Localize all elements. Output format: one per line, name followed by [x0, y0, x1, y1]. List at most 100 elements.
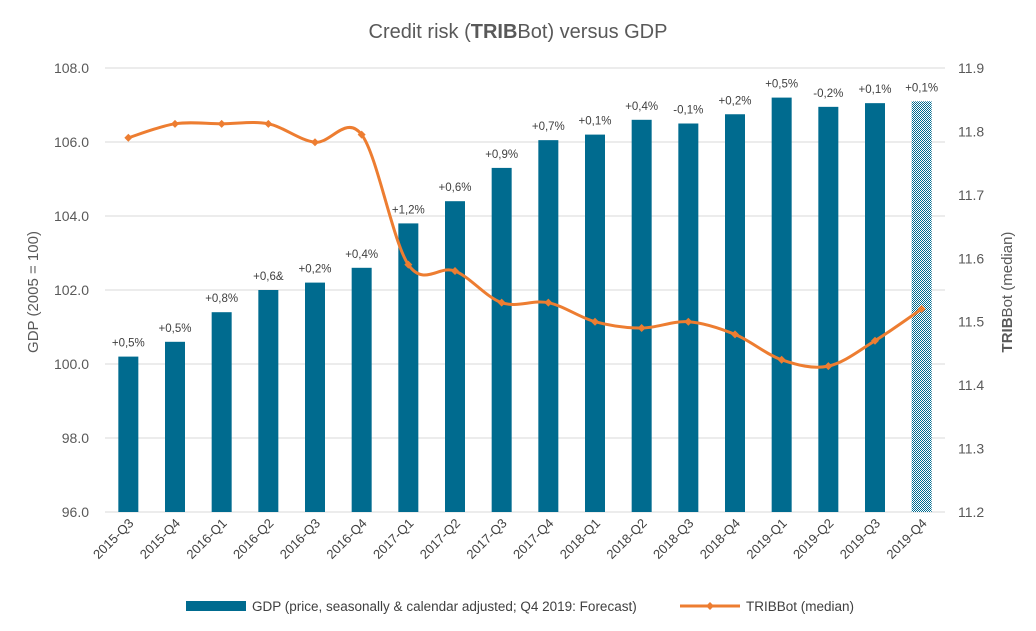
tribbot-point — [777, 355, 786, 364]
x-category-label: 2018-Q2 — [603, 516, 649, 562]
x-category-label: 2019-Q2 — [790, 516, 836, 562]
gdp-bar — [258, 290, 279, 512]
chart-title: Credit risk (TRIBBot) versus GDP — [369, 21, 668, 43]
axes: 96.0 98.0 100.0 102.0 104.0 106.0 108.0 11.2 11.… — [54, 60, 984, 562]
tribbot-point — [357, 130, 366, 139]
gdp-bar — [118, 356, 139, 512]
gdp-change-label: +0,1% — [579, 116, 612, 128]
gdp-change-label: +0,4% — [345, 249, 378, 261]
x-category-label: 2018-Q1 — [557, 516, 603, 562]
y-axis-left-title: GDP (2005 = 100) — [25, 231, 42, 353]
gdp-bar — [865, 103, 885, 513]
gdp-change-label: +0,2% — [299, 264, 332, 276]
gdp-change-label: +0,9% — [485, 149, 518, 161]
gdp-change-label: +0,5% — [159, 323, 192, 335]
x-category-label: 2018-Q4 — [697, 516, 743, 562]
gdp-bar — [818, 106, 839, 512]
data-labels: +0,5% +0,5% +0,8% +0,6& +0,2% +0,4% +1,2% +0,6%… — [112, 79, 938, 350]
gdp-bar — [211, 312, 232, 512]
tribbot-point — [404, 260, 413, 269]
gdp-bar — [305, 282, 325, 512]
tribbot-point — [124, 133, 133, 142]
tribbot-point — [451, 266, 459, 275]
x-category-label: 2017-Q3 — [463, 516, 509, 562]
gdp-bars — [118, 97, 932, 513]
x-category-label: 2017-Q4 — [510, 516, 556, 562]
tribbot-point — [731, 330, 739, 339]
tribbot-point — [871, 336, 879, 345]
gdp-change-label: +0,7% — [532, 121, 565, 133]
gdp-bar — [351, 267, 372, 512]
gdp-change-label: +0,1% — [859, 84, 892, 96]
y-left-tick-label: 108.0 — [54, 60, 89, 76]
gdp-bar — [771, 97, 792, 512]
y-right-tick-label: 11.4 — [958, 377, 984, 393]
tribbot-point — [637, 324, 646, 333]
y-left-tick-label: 104.0 — [54, 208, 89, 224]
y-right-tick-label: 11.7 — [958, 187, 984, 203]
x-category-label: 2017-Q1 — [370, 516, 416, 562]
gdp-change-label: +0,6% — [439, 182, 472, 194]
gdp-change-label: +0,2% — [719, 95, 752, 107]
legend-tribbot-label: TRIBBot (median) — [746, 599, 854, 614]
tribbot-point — [217, 119, 226, 128]
gdp-change-label: +0,5% — [112, 338, 145, 350]
y-right-tick-label: 11.2 — [958, 504, 984, 520]
y-right-tick-label: 11.3 — [958, 441, 984, 457]
y-left-tick-label: 98.0 — [62, 430, 89, 446]
legend: GDP (price, seasonally & calendar adjust… — [186, 599, 854, 614]
tribbot-series-line — [127, 120, 923, 369]
x-category-label: 2019-Q4 — [883, 516, 929, 562]
gdp-change-label: +0,4% — [625, 101, 658, 113]
gdp-change-label: +1,2% — [392, 204, 425, 216]
gdp-change-label: +0,1% — [905, 82, 938, 94]
gdp-change-label: -0,1% — [673, 105, 703, 117]
gdp-change-label: -0,2% — [813, 88, 843, 100]
x-category-label: 2016-Q3 — [277, 516, 323, 562]
tribbot-point — [917, 305, 926, 314]
x-category-label: 2019-Q1 — [743, 516, 789, 562]
tribbot-point — [311, 138, 319, 147]
y-left-tick-label: 102.0 — [54, 282, 89, 298]
x-category-label: 2015-Q4 — [137, 516, 183, 562]
gdp-bar — [491, 167, 512, 512]
y-right-tick-label: 11.6 — [958, 250, 984, 266]
gdp-bar — [725, 114, 745, 512]
y-right-tick-label: 11.5 — [958, 314, 984, 330]
gridlines — [105, 67, 945, 513]
tribbot-point — [591, 317, 599, 326]
legend-tribbot-marker — [706, 602, 714, 610]
gdp-bar — [538, 140, 559, 512]
tribbot-point — [824, 362, 833, 371]
legend-gdp-label: GDP (price, seasonally & calendar adjust… — [252, 599, 637, 614]
x-category-label: 2017-Q2 — [417, 516, 463, 562]
tribbot-point — [264, 119, 273, 128]
x-category-label: 2019-Q3 — [837, 516, 883, 562]
tribbot-point — [171, 119, 179, 128]
tribbot-point — [684, 317, 693, 326]
gdp-change-label: +0,5% — [765, 79, 798, 91]
gdp-change-label: +0,6& — [253, 271, 284, 283]
y-axis-right-title: TRIBBot (median) — [999, 232, 1016, 353]
x-category-label: 2016-Q2 — [230, 516, 276, 562]
legend-gdp-swatch — [186, 601, 246, 611]
x-category-label: 2018-Q3 — [650, 516, 696, 562]
tribbot-point — [544, 298, 553, 307]
gdp-bar — [445, 201, 465, 512]
x-category-label: 2016-Q1 — [183, 516, 229, 562]
y-left-tick-label: 106.0 — [54, 134, 89, 150]
gdp-bar — [165, 341, 185, 512]
tribbot-line — [124, 119, 926, 371]
gdp-bar — [631, 119, 652, 513]
x-category-label: 2015-Q3 — [90, 516, 136, 562]
gdp-change-label: +0,8% — [205, 293, 238, 305]
y-left-tick-label: 96.0 — [62, 504, 89, 520]
gdp-bar — [398, 223, 419, 512]
y-left-tick-label: 100.0 — [54, 356, 89, 372]
x-category-label: 2016-Q4 — [323, 516, 369, 562]
y-right-tick-label: 11.9 — [958, 60, 984, 76]
y-right-tick-label: 11.8 — [958, 123, 984, 139]
tribbot-point — [497, 298, 506, 307]
